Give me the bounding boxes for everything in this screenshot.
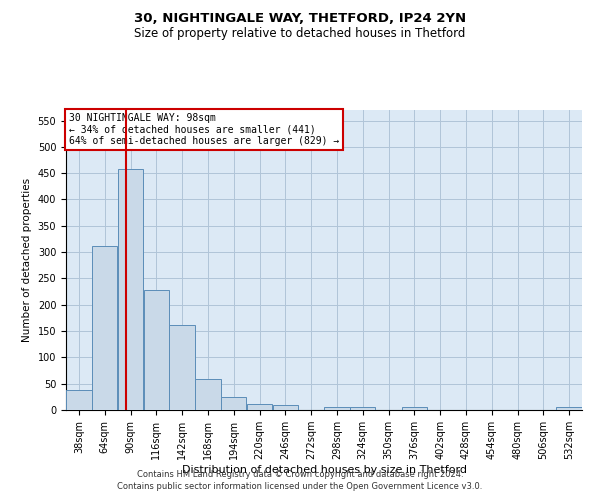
Bar [272, 406, 298, 410]
Text: Size of property relative to detached houses in Thetford: Size of property relative to detached ho… [134, 28, 466, 40]
Bar [324, 408, 350, 410]
Bar [143, 290, 169, 410]
Bar [401, 408, 427, 410]
Bar [169, 324, 195, 410]
Bar [195, 379, 221, 410]
Bar [556, 408, 582, 410]
Text: 30 NIGHTINGALE WAY: 98sqm
← 34% of detached houses are smaller (441)
64% of semi: 30 NIGHTINGALE WAY: 98sqm ← 34% of detac… [68, 113, 339, 146]
Bar [92, 246, 118, 410]
X-axis label: Distribution of detached houses by size in Thetford: Distribution of detached houses by size … [182, 465, 467, 475]
Text: 30, NIGHTINGALE WAY, THETFORD, IP24 2YN: 30, NIGHTINGALE WAY, THETFORD, IP24 2YN [134, 12, 466, 26]
Bar [66, 390, 92, 410]
Bar [221, 397, 247, 410]
Text: Contains HM Land Registry data © Crown copyright and database right 2024.: Contains HM Land Registry data © Crown c… [137, 470, 463, 479]
Bar [247, 404, 272, 410]
Text: Contains public sector information licensed under the Open Government Licence v3: Contains public sector information licen… [118, 482, 482, 491]
Bar [118, 170, 143, 410]
Bar [350, 407, 376, 410]
Y-axis label: Number of detached properties: Number of detached properties [22, 178, 32, 342]
